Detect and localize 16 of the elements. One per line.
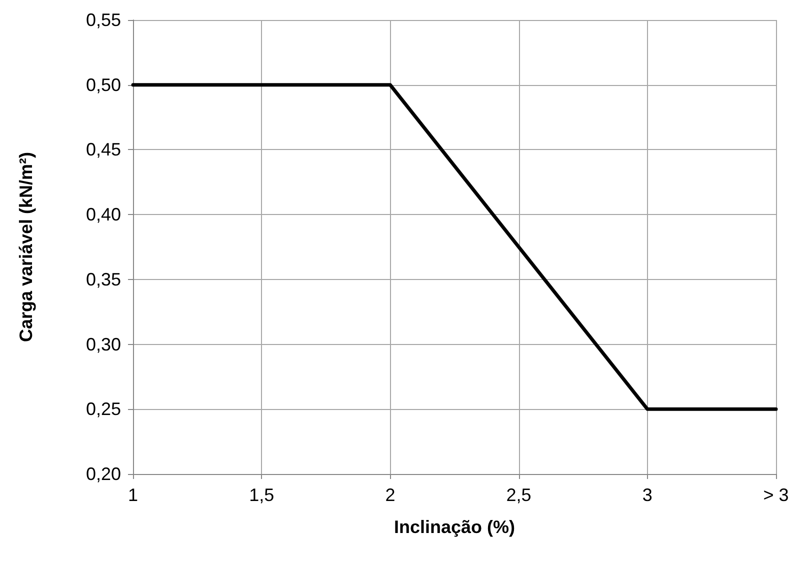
y-tick-label: 0,40 [86,204,121,225]
x-tick-label: 1 [128,485,138,505]
y-tick-label: 0,35 [86,269,121,290]
y-tick-label: 0,50 [86,74,121,95]
y-axis-title: Carga variável (kN/m²) [16,152,36,342]
y-tick-label: 0,25 [86,399,121,420]
x-tick-label: 2 [385,485,396,505]
y-tick-label: 0,30 [86,334,121,354]
x-tick-label: 1,5 [249,485,274,505]
x-tick-label: 3 [642,485,652,505]
y-tick-label: 0,45 [86,140,121,160]
x-tick-label: 2,5 [506,485,532,505]
y-tick-label: 0,20 [86,464,121,484]
y-tick-label: 0,55 [86,10,121,30]
x-axis-title: Inclinação (%) [394,517,516,537]
x-tick-label: > 3 [763,485,789,505]
